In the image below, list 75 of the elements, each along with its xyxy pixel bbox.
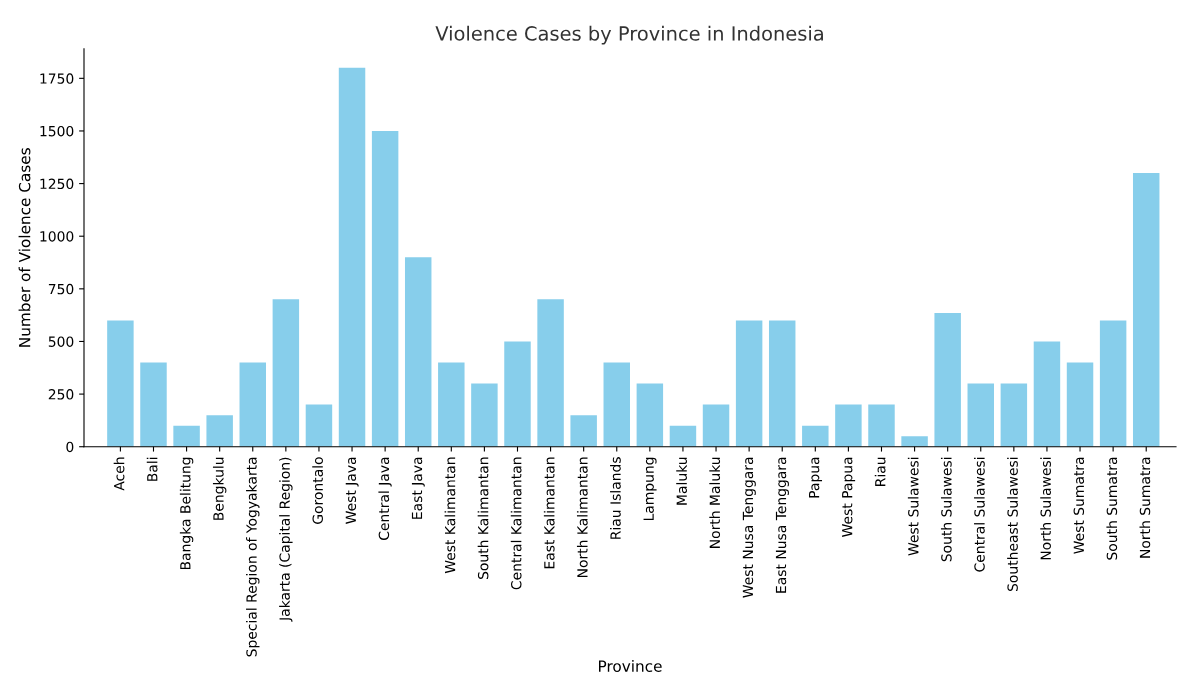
y-tick-label: 0 bbox=[66, 441, 74, 453]
x-tick-label: North Maluku bbox=[709, 457, 721, 548]
bar bbox=[107, 320, 134, 447]
x-tick-label: South Sumatra bbox=[1106, 457, 1118, 560]
x-tick-label: Jakarta (Capital Region) bbox=[279, 457, 293, 622]
x-tick-label: West Sumatra bbox=[1073, 457, 1085, 554]
x-tick-label: Lampung bbox=[643, 457, 657, 521]
bar bbox=[404, 257, 432, 447]
x-axis-title: Province bbox=[599, 660, 662, 672]
chart-title: Violence Cases by Province in Indonesia bbox=[435, 25, 823, 45]
x-tick-label: Papua bbox=[809, 457, 823, 498]
bar bbox=[835, 404, 862, 447]
x-tick-label: West Papua bbox=[842, 457, 856, 537]
bar bbox=[338, 67, 366, 447]
x-tick-label: West Java bbox=[345, 457, 359, 524]
x-tick-label: Aceh bbox=[113, 457, 125, 491]
bar bbox=[1132, 173, 1160, 447]
bar bbox=[504, 341, 531, 447]
bar bbox=[636, 383, 664, 447]
bar bbox=[305, 404, 333, 447]
x-tick-label: East Kalimantan bbox=[543, 457, 555, 569]
bar bbox=[768, 320, 796, 447]
bar bbox=[272, 299, 300, 447]
x-tick-label: Central Java bbox=[378, 457, 392, 540]
bar bbox=[438, 362, 465, 447]
x-tick-label: Central Sulawesi bbox=[974, 457, 985, 572]
bar bbox=[967, 383, 994, 447]
bar bbox=[173, 425, 200, 447]
y-tick-label: 250 bbox=[48, 389, 74, 400]
x-tick-label: Riau Islands bbox=[610, 457, 621, 539]
y-tick-label: 500 bbox=[48, 336, 74, 347]
bar bbox=[1000, 383, 1028, 447]
bar bbox=[702, 404, 730, 447]
bar bbox=[603, 362, 630, 447]
bar bbox=[140, 362, 167, 447]
x-tick-label: Bangka Belitung bbox=[179, 457, 194, 570]
bar bbox=[1033, 341, 1061, 447]
bar bbox=[239, 362, 266, 447]
x-tick-label: Central Kalimantan bbox=[510, 457, 522, 590]
bar bbox=[471, 383, 498, 447]
x-tick-label: West Nusa Tenggara bbox=[742, 457, 756, 598]
bar bbox=[934, 313, 961, 447]
x-tick-label: South Kalimantan bbox=[477, 457, 489, 579]
x-tick-label: Bali bbox=[146, 457, 158, 481]
bar bbox=[206, 415, 233, 447]
bar bbox=[537, 299, 564, 447]
x-tick-label: Special Region of Yogyakarta bbox=[246, 457, 260, 657]
x-tick-label: Riau bbox=[874, 457, 886, 486]
x-tick-label: North Kalimantan bbox=[576, 457, 588, 578]
y-tick-label: 750 bbox=[48, 283, 74, 295]
x-tick-label: Bengkulu bbox=[212, 457, 227, 520]
bar bbox=[669, 425, 697, 447]
y-tick-label: 1750 bbox=[40, 73, 74, 84]
x-tick-label: North Sumatra bbox=[1139, 457, 1151, 558]
x-tick-label: Gorontalo bbox=[312, 457, 323, 524]
x-tick-label: Maluku bbox=[676, 457, 687, 505]
y-tick-label: 1250 bbox=[40, 178, 74, 190]
x-tick-label: East Java bbox=[411, 457, 425, 519]
y-axis-title: Number of Violence Cases bbox=[18, 148, 31, 347]
bar bbox=[1066, 362, 1094, 447]
x-tick-label: East Nusa Tenggara bbox=[775, 457, 789, 593]
bar bbox=[735, 320, 763, 447]
x-tick-label: South Sulawesi bbox=[940, 457, 952, 562]
bar bbox=[868, 404, 895, 447]
y-tick-label: 1500 bbox=[40, 125, 74, 137]
x-tick-label: North Sulawesi bbox=[1040, 457, 1051, 560]
x-tick-label: Southeast Sulawesi bbox=[1007, 457, 1018, 592]
bar bbox=[570, 415, 597, 447]
bar bbox=[371, 130, 399, 447]
bar bbox=[901, 436, 928, 447]
x-tick-label: West Sulawesi bbox=[907, 457, 919, 556]
x-tick-label: West Kalimantan bbox=[444, 457, 456, 574]
y-tick-label: 1000 bbox=[40, 231, 74, 242]
bar bbox=[802, 425, 829, 447]
bar bbox=[1099, 320, 1127, 447]
